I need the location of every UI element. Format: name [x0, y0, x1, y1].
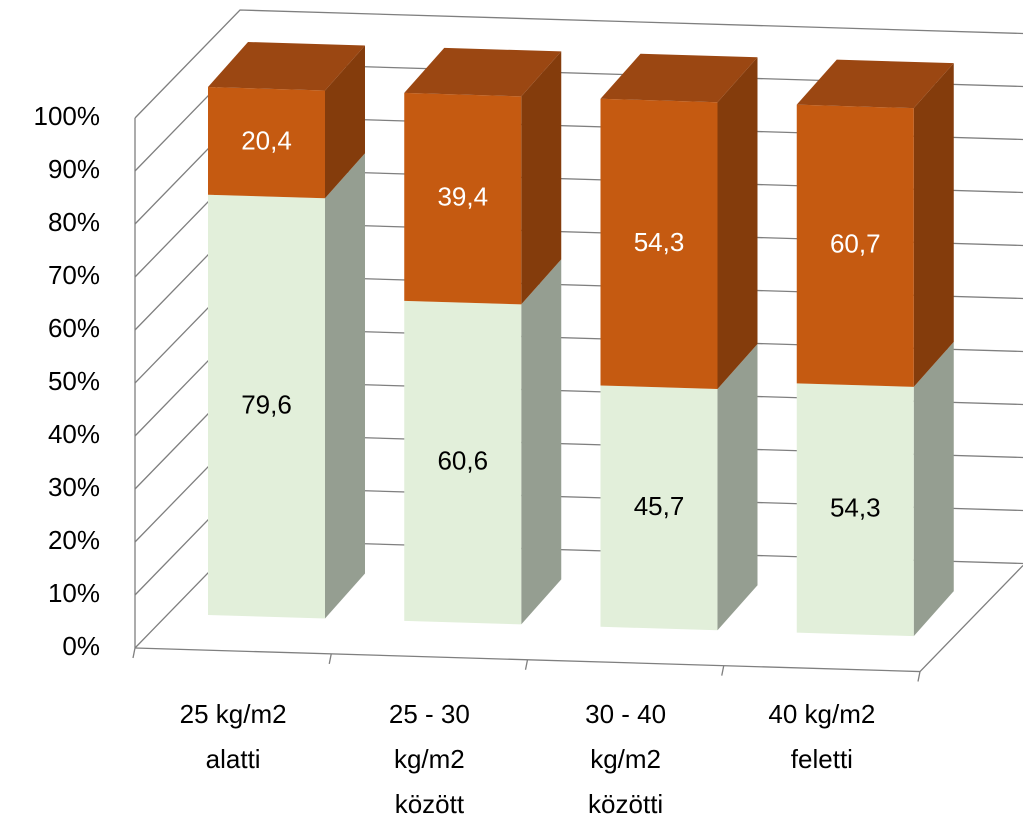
- x-tick: [721, 665, 725, 676]
- y-tick-label: 0%: [62, 631, 100, 661]
- bars: [208, 42, 954, 637]
- y-tick-label: 90%: [48, 154, 100, 184]
- x-tick-label: közötti: [588, 789, 663, 819]
- bar-side: [717, 57, 758, 389]
- bar-top: [404, 47, 562, 97]
- value-label: 45,7: [634, 491, 685, 521]
- x-tick: [524, 659, 529, 670]
- y-tick-label: 30%: [48, 472, 100, 502]
- value-label: 54,3: [634, 227, 685, 257]
- value-label: 54,3: [830, 493, 881, 523]
- grid-line: [134, 9, 1023, 119]
- y-tick-label: 70%: [48, 260, 100, 290]
- value-label: 60,7: [830, 229, 881, 259]
- bar: [208, 194, 325, 619]
- bar: [404, 300, 522, 625]
- value-label: 39,4: [437, 182, 488, 212]
- bar: [600, 98, 718, 389]
- labels: 0% 10% 20% 30% 40% 50% 60% 70% 80% 90% 100% 25 kg/m…: [34, 101, 881, 819]
- bar-side: [913, 63, 954, 387]
- value-label: 20,4: [241, 125, 292, 155]
- x-tick-label: kg/m2: [590, 744, 661, 774]
- x-tick: [917, 671, 921, 682]
- x-tick-label: 25 - 30: [389, 699, 470, 729]
- bar-top: [796, 59, 954, 109]
- bar-top: [600, 53, 758, 103]
- value-label: 79,6: [241, 389, 292, 419]
- x-tick-label: alatti: [206, 744, 261, 774]
- bar-side: [521, 259, 562, 625]
- bar: [600, 385, 718, 631]
- x-tick-label: között: [395, 789, 465, 819]
- y-tick-label: 80%: [48, 207, 100, 237]
- y-tick-label: 60%: [48, 313, 100, 343]
- x-tick-label: 25 kg/m2: [180, 699, 287, 729]
- x-tick-label: 30 - 40: [585, 699, 666, 729]
- bar-side: [717, 343, 758, 631]
- x-tick-label: 40 kg/m2: [768, 699, 875, 729]
- bar: [796, 383, 914, 637]
- y-tick-label: 100%: [34, 101, 101, 131]
- y-tick-label: 20%: [48, 525, 100, 555]
- bar-side: [913, 341, 954, 637]
- bar-top: [208, 42, 365, 91]
- x-tick: [328, 653, 332, 665]
- bar: [208, 87, 325, 199]
- value-label: 60,6: [437, 446, 488, 476]
- y-tick-label: 50%: [48, 366, 100, 396]
- bar-side: [325, 45, 365, 199]
- y-tick-label: 10%: [48, 578, 100, 608]
- bar: [404, 92, 522, 305]
- bar-side: [521, 51, 562, 305]
- y-tick-label: 40%: [48, 419, 100, 449]
- x-tick: [132, 647, 136, 659]
- bar-side: [325, 153, 365, 619]
- x-tick-label: feletti: [791, 744, 853, 774]
- bar: [796, 104, 914, 387]
- x-tick-label: kg/m2: [394, 744, 465, 774]
